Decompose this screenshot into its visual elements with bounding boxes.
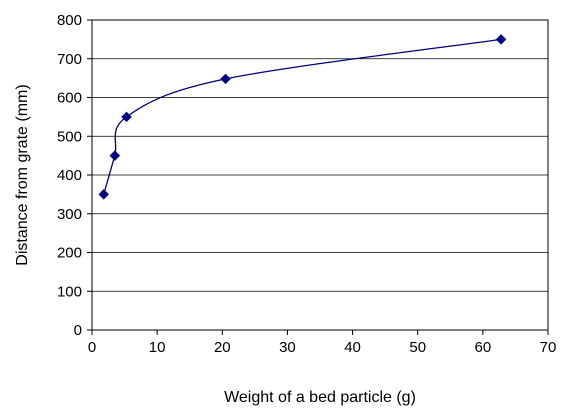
y-tick-label: 100: [57, 283, 82, 300]
x-tick-label: 10: [149, 339, 166, 356]
y-axis-label: Distance from grate (mm): [14, 84, 31, 265]
y-tick-label: 400: [57, 167, 82, 184]
x-axis-label: Weight of a bed particle (g): [224, 389, 416, 406]
series-markers: [98, 34, 507, 200]
series-line: [103, 38, 502, 195]
y-tick-label: 500: [57, 128, 82, 145]
x-tick-label: 30: [279, 339, 296, 356]
x-tick-label: 0: [88, 339, 96, 356]
y-tick-label: 200: [57, 245, 82, 262]
x-tick-label: 60: [475, 339, 492, 356]
x-tick-label: 40: [344, 339, 361, 356]
data-point: [121, 111, 132, 123]
y-tick-label: 300: [57, 206, 82, 223]
y-tick-label: 700: [57, 51, 82, 68]
y-tick-label: 600: [57, 90, 82, 107]
y-tick-label: 800: [57, 12, 82, 29]
data-point: [220, 73, 231, 85]
data-point: [109, 150, 121, 161]
x-tick-label: 50: [409, 339, 426, 356]
grid: [92, 58, 548, 292]
y-tick-label: 0: [74, 322, 82, 339]
x-tick-label: 20: [214, 339, 231, 356]
data-point: [98, 189, 110, 200]
data-point: [495, 34, 507, 45]
y-axis: 0 100 200 300 400 500 600 700 800: [57, 12, 92, 339]
x-tick-label: 70: [540, 339, 557, 356]
x-axis: 0 10 20 30 40 50 60 70: [88, 330, 557, 356]
